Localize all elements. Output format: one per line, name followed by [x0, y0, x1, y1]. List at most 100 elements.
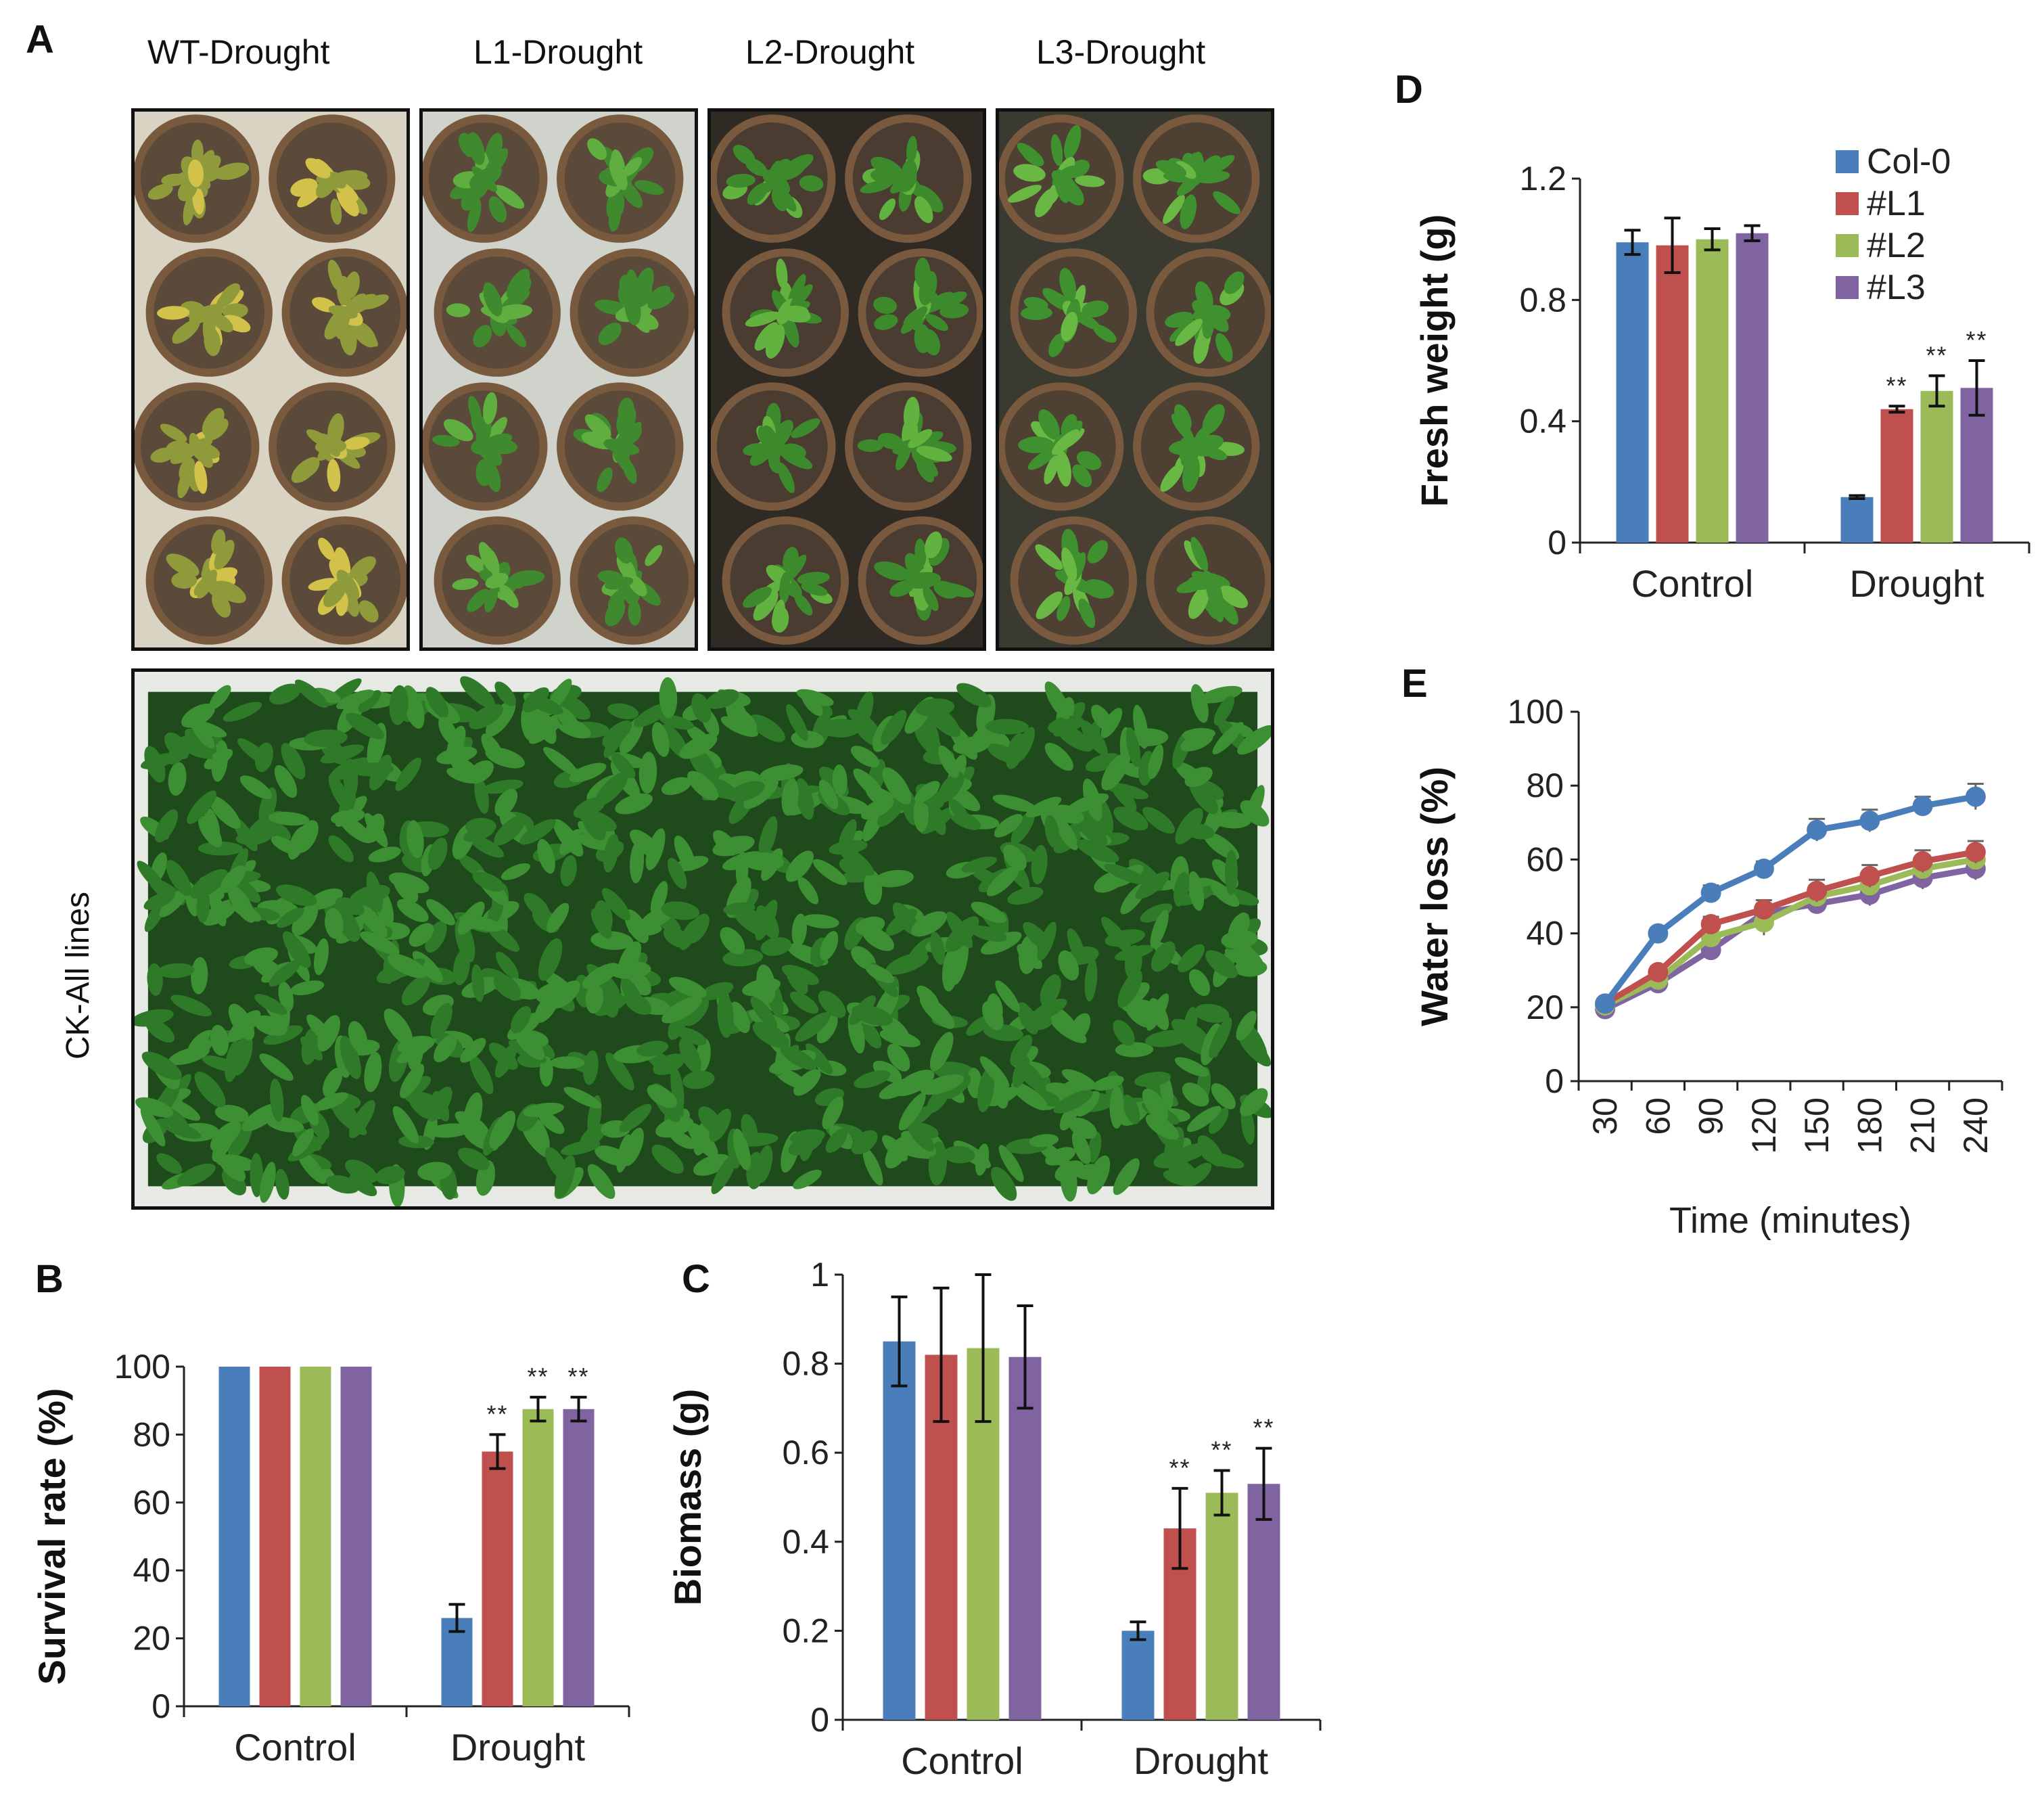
leaf: [366, 871, 383, 913]
leaf: [598, 322, 622, 346]
leaf: [651, 1144, 684, 1174]
leaf: [609, 961, 651, 980]
leaf: [539, 1056, 553, 1087]
y-axis-label: Fresh weight (g): [1413, 214, 1456, 507]
leaf: [1224, 849, 1238, 896]
chart-fresh-weight: 0 0.4 0.8 1.2 Control Drought ** ** ** Fresh weig…: [1413, 142, 2030, 605]
leaf: [493, 974, 521, 1000]
leaf: [141, 1051, 182, 1080]
leaf: [397, 898, 429, 922]
leaf: [1205, 950, 1238, 978]
leaf: [920, 431, 944, 445]
leaf: [875, 869, 914, 888]
leaf: [270, 1078, 284, 1122]
leaf: [228, 1003, 255, 1041]
leaf: [687, 913, 710, 944]
leaf: [1190, 537, 1209, 572]
leaf: [975, 1143, 990, 1176]
leaf: [1133, 704, 1148, 749]
leaf: [1142, 1089, 1168, 1121]
leaf: [569, 762, 607, 783]
leaf: [1060, 1160, 1077, 1202]
leaf: [615, 441, 630, 471]
leaf: [198, 815, 223, 848]
leaf: [1040, 974, 1061, 1007]
leaf: [621, 421, 642, 446]
leaf: [956, 683, 992, 708]
leaf: [753, 590, 779, 621]
leaf: [914, 185, 944, 212]
leaf: [144, 899, 166, 932]
leaf: [995, 980, 1020, 1012]
leaf: [609, 158, 628, 191]
leaf: [752, 1022, 789, 1049]
leaf: [1184, 823, 1215, 840]
leaf: [1211, 1083, 1236, 1110]
leaf: [191, 957, 208, 995]
leaf: [1236, 1011, 1257, 1041]
leaf: [375, 1166, 405, 1185]
leaf: [1145, 1030, 1190, 1047]
leaf: [1117, 970, 1143, 1008]
leaf: [1163, 194, 1185, 224]
x-tick-label: 180: [1851, 1097, 1888, 1154]
leaf: [797, 877, 819, 905]
leaf: [467, 198, 482, 232]
leaf: [786, 966, 808, 995]
leaf: [1078, 598, 1096, 629]
leaf: [210, 1024, 229, 1056]
leaf: [595, 772, 628, 806]
leaf: [790, 991, 819, 1014]
leaf: [328, 774, 350, 811]
leaf: [194, 1071, 226, 1108]
leaf: [653, 1053, 685, 1075]
leaf: [210, 313, 233, 333]
bar: [1736, 233, 1769, 543]
leaf: [1075, 1164, 1105, 1180]
leaf: [1035, 188, 1056, 218]
leaf: [584, 414, 611, 439]
leaf: [638, 752, 657, 794]
leaf: [250, 1153, 264, 1198]
panel-letter-a: A: [26, 18, 54, 62]
leaf: [693, 1121, 710, 1156]
leaf: [981, 1001, 1004, 1030]
leaf: [756, 1145, 773, 1183]
leaf: [190, 869, 229, 899]
leaf: [597, 570, 624, 585]
leaf: [360, 931, 400, 955]
leaf: [682, 1070, 715, 1089]
leaf: [1064, 124, 1082, 160]
leaf: [1176, 1143, 1207, 1161]
leaf: [911, 911, 948, 937]
bar: [1880, 409, 1913, 543]
leaf: [425, 921, 447, 953]
leaf: [743, 443, 767, 456]
leaf: [951, 940, 969, 985]
leaf: [452, 578, 479, 591]
category-label: Control: [234, 1726, 356, 1769]
leaf: [645, 828, 666, 871]
leaf: [822, 1096, 843, 1130]
x-tick-label: 210: [1904, 1097, 1942, 1154]
leaf: [914, 781, 940, 803]
leaf: [602, 888, 630, 921]
leaf: [949, 798, 970, 825]
data-point: [1753, 859, 1774, 880]
data-point: [1912, 796, 1933, 817]
leaf: [488, 439, 517, 455]
leaf: [679, 733, 718, 759]
leaf: [756, 964, 776, 1004]
y-tick-label: 100: [1508, 693, 1564, 731]
leaf: [254, 994, 287, 1015]
leaf: [791, 418, 820, 438]
leaf: [336, 689, 374, 710]
leaf: [158, 963, 195, 978]
leaf: [1075, 1091, 1100, 1117]
leaf: [853, 768, 885, 800]
leaf: [214, 1105, 249, 1123]
leaf: [797, 572, 830, 585]
leaf: [467, 132, 485, 166]
leaf: [1037, 921, 1056, 961]
leaf: [1197, 1135, 1224, 1166]
